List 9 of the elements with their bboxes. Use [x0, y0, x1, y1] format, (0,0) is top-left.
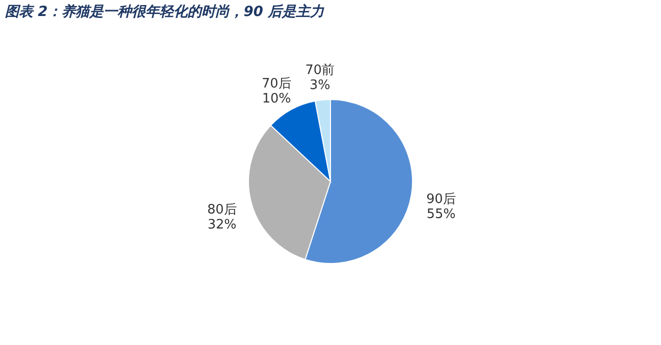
- data-label: 32%: [208, 217, 236, 232]
- data-label: 3%: [310, 78, 330, 93]
- slice-label: 70后: [262, 76, 292, 92]
- chart-title: 图表 2：养猫是一种很年轻化的时尚，90 后是主力: [5, 3, 325, 20]
- data-label: 55%: [426, 207, 456, 222]
- slice-label: 70前: [305, 62, 335, 78]
- slice-label: 80后: [207, 202, 237, 218]
- slice-label: 90后: [426, 192, 456, 208]
- data-label: 10%: [262, 91, 291, 106]
